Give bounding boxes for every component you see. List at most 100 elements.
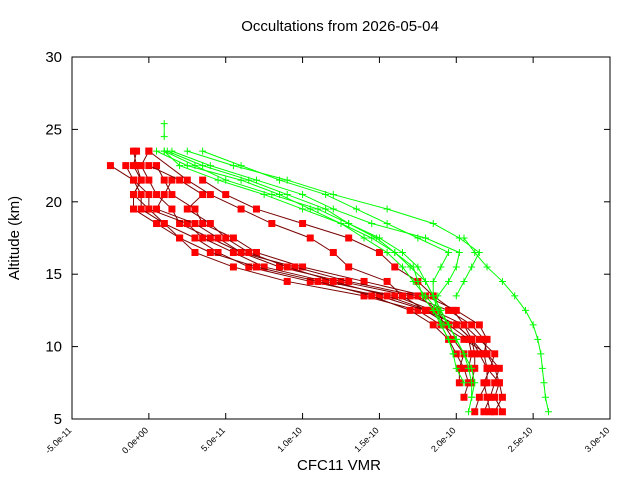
- data-point: [391, 263, 399, 271]
- data-point: [214, 176, 222, 184]
- data-point: [176, 220, 184, 228]
- data-point: [491, 350, 499, 358]
- plot-frame: [71, 56, 611, 420]
- data-point: [468, 350, 476, 358]
- x-tick-label: 5.0e-11: [199, 425, 227, 453]
- data-point: [183, 176, 191, 184]
- data-point: [229, 248, 237, 256]
- y-ticks: 5 10 15 20 25 30: [45, 49, 610, 428]
- data-point: [168, 205, 176, 213]
- series-3: [122, 162, 499, 416]
- data-point: [468, 364, 476, 372]
- data-point: [206, 234, 214, 242]
- y-tick-label: 5: [54, 411, 62, 428]
- data-point: [440, 321, 448, 329]
- data-point: [383, 205, 391, 213]
- data-point: [445, 248, 453, 256]
- data-point: [283, 263, 291, 271]
- data-point: [480, 350, 488, 358]
- data-point: [391, 248, 399, 256]
- data-point: [160, 191, 168, 199]
- data-point: [449, 306, 457, 314]
- data-point: [199, 162, 207, 170]
- data-point: [229, 234, 237, 242]
- data-point: [168, 176, 176, 184]
- data-point: [168, 191, 176, 199]
- data-point: [429, 220, 437, 228]
- data-point: [521, 306, 529, 314]
- data-point: [422, 277, 430, 285]
- data-point: [191, 248, 199, 256]
- extra-points: [160, 120, 168, 141]
- data-point: [329, 277, 337, 285]
- data-point: [429, 321, 437, 329]
- data-point: [314, 277, 322, 285]
- series-8: [145, 147, 476, 372]
- data-point: [176, 176, 184, 184]
- data-point: [468, 393, 476, 401]
- data-point: [460, 364, 468, 372]
- series-line: [148, 150, 473, 369]
- series-line: [202, 150, 465, 384]
- x-axis-label: CFC11 VMR: [297, 457, 381, 474]
- data-point: [375, 292, 383, 300]
- data-point: [183, 220, 191, 228]
- data-point: [491, 408, 499, 416]
- data-point: [206, 191, 214, 199]
- data-point: [449, 350, 457, 358]
- data-point: [455, 248, 463, 256]
- data-point: [252, 263, 260, 271]
- data-point: [429, 306, 437, 314]
- chart-title: Occultations from 2026-05-04: [241, 18, 439, 35]
- data-point: [391, 292, 399, 300]
- data-point: [483, 335, 491, 343]
- data-point: [160, 120, 168, 128]
- data-point: [299, 191, 307, 199]
- data-point: [475, 335, 483, 343]
- data-point: [452, 292, 460, 300]
- data-point: [452, 364, 460, 372]
- data-point: [491, 379, 499, 387]
- data-point: [214, 248, 222, 256]
- series-12: [160, 147, 479, 401]
- data-point: [137, 191, 145, 199]
- y-tick-label: 15: [45, 266, 62, 283]
- data-point: [434, 292, 442, 300]
- data-point: [460, 379, 468, 387]
- data-point: [268, 220, 276, 228]
- data-point: [383, 277, 391, 285]
- data-point: [465, 408, 473, 416]
- data-point: [137, 176, 145, 184]
- data-point: [252, 205, 260, 213]
- data-point: [475, 321, 483, 329]
- data-point: [471, 408, 479, 416]
- data-point: [406, 306, 414, 314]
- data-point: [145, 162, 153, 170]
- data-point: [199, 176, 207, 184]
- data-point: [345, 277, 353, 285]
- data-point: [329, 191, 337, 199]
- data-point: [306, 205, 314, 213]
- data-point: [375, 248, 383, 256]
- data-point: [483, 364, 491, 372]
- data-point: [191, 234, 199, 242]
- data-point: [398, 263, 406, 271]
- data-point: [276, 191, 284, 199]
- data-point: [214, 234, 222, 242]
- data-point: [206, 220, 214, 228]
- data-point: [337, 277, 345, 285]
- data-point: [268, 191, 276, 199]
- data-point: [483, 393, 491, 401]
- data-point: [153, 191, 161, 199]
- series-13: [199, 147, 468, 387]
- data-point: [153, 162, 161, 170]
- data-point: [398, 248, 406, 256]
- data-point: [229, 162, 237, 170]
- data-point: [153, 220, 161, 228]
- data-point: [460, 335, 468, 343]
- data-point: [414, 306, 422, 314]
- data-point: [245, 176, 253, 184]
- data-point: [206, 248, 214, 256]
- data-point: [252, 176, 260, 184]
- data-point: [460, 393, 468, 401]
